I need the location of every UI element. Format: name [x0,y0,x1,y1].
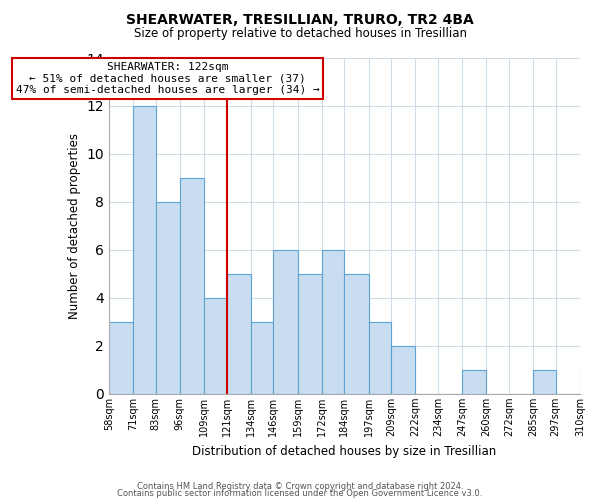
Bar [580,370,600,394]
Bar [462,370,487,394]
Bar [391,346,415,394]
Bar [368,322,391,394]
Text: SHEARWATER: 122sqm
← 51% of detached houses are smaller (37)
47% of semi-detache: SHEARWATER: 122sqm ← 51% of detached hou… [16,62,320,95]
Bar [344,274,368,394]
Bar [109,322,133,394]
X-axis label: Distribution of detached houses by size in Tresillian: Distribution of detached houses by size … [192,444,497,458]
Bar [274,250,298,394]
Bar [180,178,204,394]
Text: Contains HM Land Registry data © Crown copyright and database right 2024.: Contains HM Land Registry data © Crown c… [137,482,463,491]
Text: SHEARWATER, TRESILLIAN, TRURO, TR2 4BA: SHEARWATER, TRESILLIAN, TRURO, TR2 4BA [126,12,474,26]
Y-axis label: Number of detached properties: Number of detached properties [68,133,81,319]
Bar [133,106,155,394]
Bar [533,370,556,394]
Bar [298,274,322,394]
Text: Contains public sector information licensed under the Open Government Licence v3: Contains public sector information licen… [118,490,482,498]
Bar [227,274,251,394]
Bar [204,298,227,394]
Bar [322,250,344,394]
Bar [251,322,274,394]
Bar [155,202,180,394]
Text: Size of property relative to detached houses in Tresillian: Size of property relative to detached ho… [133,28,467,40]
